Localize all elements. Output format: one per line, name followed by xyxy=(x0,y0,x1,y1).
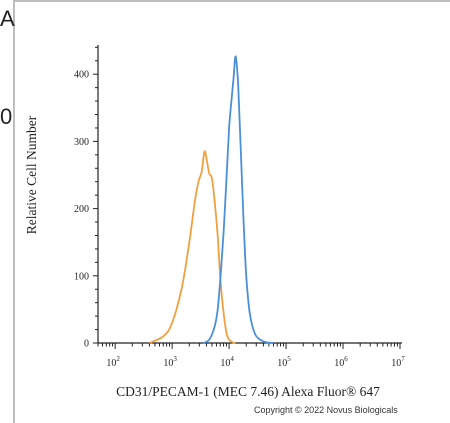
y-ticks: 0 100 200 300 400 xyxy=(74,46,98,350)
x-tick-label: 107 xyxy=(391,355,405,369)
y-tick-label: 100 xyxy=(74,271,89,282)
x-axis-label: CD31/PECAM-1 (MEC 7.46) Alexa Fluor® 647 xyxy=(116,384,380,399)
series-line-2 xyxy=(202,55,274,344)
y-tick-label: 300 xyxy=(74,137,89,148)
x-tick-label: 104 xyxy=(220,355,234,369)
series-lines xyxy=(149,55,274,344)
axes xyxy=(97,45,402,344)
clipped-letter-a: A xyxy=(0,6,15,31)
x-tick-label: 106 xyxy=(334,355,348,369)
y-axis-label: Relative Cell Number xyxy=(24,115,39,234)
series-line-1 xyxy=(149,150,236,344)
y-tick-label: 400 xyxy=(74,70,89,81)
x-ticks: 102 103 104 105 106 107 xyxy=(97,343,405,369)
x-tick-label: 103 xyxy=(163,355,177,369)
clipped-letter-0: 0 xyxy=(0,104,13,129)
x-tick-label: 102 xyxy=(106,355,120,369)
y-tick-label: 0 xyxy=(84,339,89,350)
copyright-text: Copyright © 2022 Novus Biologicals xyxy=(254,405,398,415)
y-tick-label: 200 xyxy=(74,204,89,215)
x-tick-label: 105 xyxy=(277,355,291,369)
top-border xyxy=(13,0,450,2)
left-border xyxy=(13,0,15,423)
